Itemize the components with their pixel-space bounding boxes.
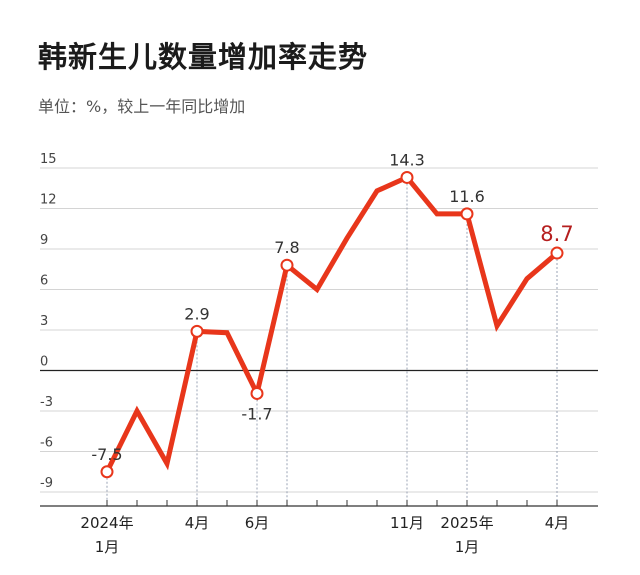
y-axis-ticks: 15 12 9 6 3 0 -3 -6 -9 [40, 152, 57, 491]
y-tick-label: -6 [40, 436, 53, 451]
x-tick-label: 11月 [390, 514, 424, 532]
x-tick-label: 1月 [95, 538, 120, 556]
data-point [280, 258, 294, 272]
y-tick-label: 15 [40, 152, 57, 167]
data-point [460, 207, 474, 221]
data-label: 7.8 [274, 238, 299, 257]
x-tick-label: 2024年 [80, 514, 133, 532]
data-label: 14.3 [389, 150, 425, 169]
data-labels-group: -7.5 2.9 -1.7 7.8 14.3 11.6 8.7 [91, 150, 573, 463]
data-label: 8.7 [540, 222, 573, 246]
x-axis [40, 369, 598, 507]
data-label: 11.6 [449, 187, 485, 206]
y-tick-label: 0 [40, 355, 48, 370]
x-tick-label: 6月 [245, 514, 270, 532]
chart-grid [40, 167, 598, 493]
x-tick-label: 4月 [185, 514, 210, 532]
y-tick-label: -9 [40, 476, 53, 491]
y-tick-label: 12 [40, 193, 57, 208]
chart-subtitle: 单位：%，较上一年同比增加 [38, 97, 246, 116]
data-point [550, 246, 564, 260]
x-tick-label: 1月 [455, 538, 480, 556]
data-label: 2.9 [184, 304, 209, 323]
data-point [100, 465, 114, 479]
chart-title: 韩新生儿数量增加率走势 [38, 40, 369, 74]
series-line [104, 174, 559, 473]
data-point [400, 170, 414, 184]
y-tick-label: 6 [40, 274, 48, 289]
chart-guides [106, 183, 558, 506]
x-tick-label: 4月 [545, 514, 570, 532]
data-point [190, 324, 204, 338]
data-label: -1.7 [241, 404, 272, 423]
y-tick-label: 9 [40, 233, 48, 248]
data-label: -7.5 [91, 445, 122, 464]
data-point [250, 386, 264, 400]
y-tick-label: 3 [40, 314, 48, 329]
x-axis-ticks: 2024年 1月 4月 6月 11月 2025年 1月 4月 [80, 514, 569, 556]
series-group [104, 174, 559, 473]
markers-group [100, 170, 564, 479]
x-tick-label: 2025年 [440, 514, 493, 532]
y-tick-label: -3 [40, 395, 53, 410]
